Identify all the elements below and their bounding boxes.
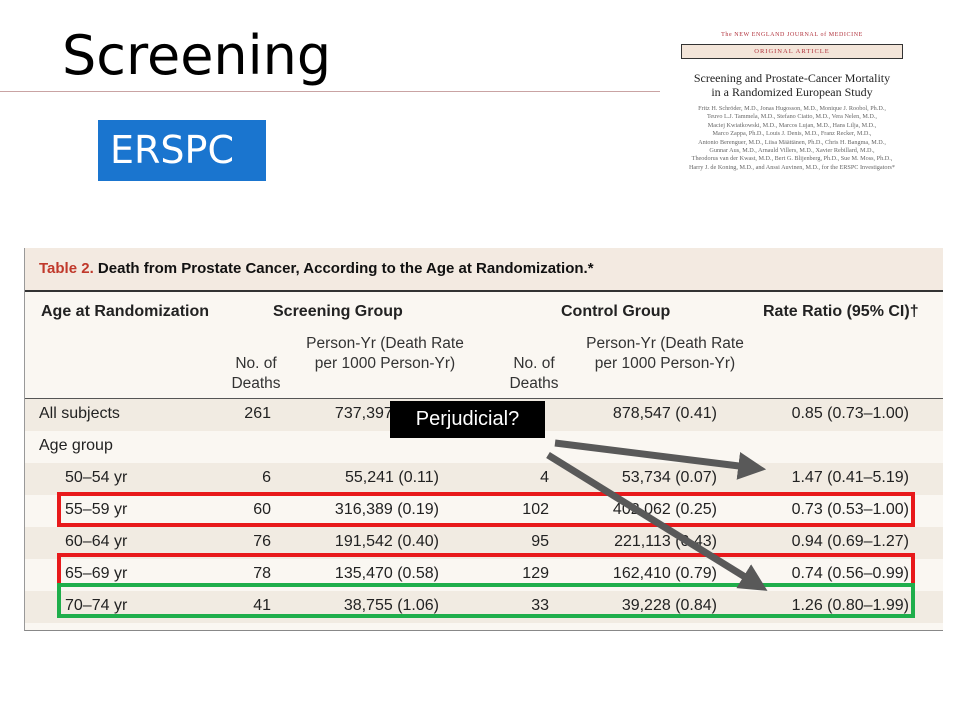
screening-deaths: 261 [244,405,271,422]
control-deaths: 4 [540,469,549,486]
screening-deaths: 41 [253,597,271,614]
screening-person-yr: 55,241 (0.11) [345,469,439,486]
screening-person-yr: 191,542 (0.40) [334,533,439,550]
control-person-yr: 878,547 (0.41) [612,405,717,422]
col-header-rate-ratio: Rate Ratio (95% CI)† [763,303,919,320]
arrow-to-50-54 [554,439,767,480]
article-title-line: Screening and Prostate-Cancer Mortality [693,71,891,85]
author-line: Marco Zappa, Ph.D., Louis J. Denis, M.D.… [712,130,872,138]
table-caption-text: Death from Prostate Cancer, According to… [97,260,594,277]
sub-header-control-deaths: No. of Deaths [509,355,559,392]
author-line: Maciej Kwiatkowski, M.D., Marcos Lujan, … [707,121,877,129]
study-tag: ERSPC [98,120,266,181]
sub-header-screening-deaths: No. of Deaths [231,355,281,392]
control-deaths: 33 [531,597,549,614]
control-person-yr: 53,734 (0.07) [621,469,717,486]
title-divider [0,91,660,92]
screening-deaths: 76 [253,533,271,550]
rate-ratio: 0.85 (0.73–1.00) [791,405,909,422]
control-deaths: 95 [531,533,549,550]
screening-deaths: 78 [253,565,271,582]
screening-deaths: 6 [262,469,271,486]
article-title-line: in a Randomized European Study [711,85,873,99]
rate-ratio: 1.26 (0.80–1.99) [791,597,909,614]
author-line: Theodorus van der Kwast, M.D., Bert G. B… [691,155,893,163]
row-label: 55–59 yr [65,501,128,518]
row-label: 70–74 yr [65,597,128,614]
rate-ratio: 0.94 (0.69–1.27) [791,533,909,550]
col-header-age: Age at Randomization [41,303,210,320]
table-caption-bar [25,248,943,292]
screening-person-yr: 38,755 (1.06) [343,597,439,614]
arrow-to-70-74 [546,452,768,591]
col-header-screening: Screening Group [273,303,403,320]
author-line: Teuvo L.J. Tammela, M.D., Stefano Ciatto… [707,113,877,121]
callout-label: Perjudicial? [390,401,545,438]
screening-person-yr: 316,389 (0.19) [334,501,439,518]
control-deaths: 102 [522,501,549,518]
sub-header-screening-py: Person-Yr (Death Rate per 1000 Person-Yr… [306,335,464,372]
rate-ratio: 0.73 (0.53–1.00) [791,501,909,518]
author-line: Gunnar Aus, M.D., Arnauld Villers, M.D.,… [709,147,875,155]
sub-header-control-py: Person-Yr (Death Rate per 1000 Person-Yr… [586,335,744,372]
author-line: Fritz H. Schröder, M.D., Jonas Hugosson,… [698,105,886,112]
rate-ratio: 0.74 (0.56–0.99) [791,565,909,582]
article-title: Screening and Prostate-Cancer Mortality … [676,71,908,99]
article-authors: Fritz H. Schröder, M.D., Jonas Hugosson,… [676,105,908,172]
control-person-yr: 39,228 (0.84) [621,597,717,614]
control-person-yr: 162,410 (0.79) [612,565,717,582]
table-label: Table 2. [39,260,94,277]
age-group-label: Age group [39,437,113,454]
row-band [25,463,943,495]
header-rule [25,398,943,399]
screening-deaths: 60 [253,501,271,518]
rate-ratio: 1.47 (0.41–5.19) [791,469,909,486]
table-caption: Table 2. Death from Prostate Cancer, Acc… [39,260,594,277]
slide-title: Screening [62,24,332,87]
author-line: Harry J. de Koning, M.D., and Anssi Auvi… [688,163,896,171]
results-table: Table 2. Death from Prostate Cancer, Acc… [24,248,943,631]
row-label: All subjects [39,405,120,422]
author-line: Antonio Berenguer, M.D., Liisa Määttänen… [698,138,886,146]
row-label: 60–64 yr [65,533,128,550]
row-label: 65–69 yr [65,565,128,582]
highlight-row-70-74 [57,583,915,618]
article-type-badge: ORIGINAL ARTICLE [681,44,903,59]
control-deaths: 129 [522,565,549,582]
highlight-row-55-59 [57,492,915,527]
row-label: 50–54 yr [65,469,128,486]
journal-name: The NEW ENGLAND JOURNAL of MEDICINE [721,32,863,38]
col-header-control: Control Group [561,303,671,320]
article-thumbnail: The NEW ENGLAND JOURNAL of MEDICINE ORIG… [676,30,908,190]
screening-person-yr: 135,470 (0.58) [334,565,439,582]
